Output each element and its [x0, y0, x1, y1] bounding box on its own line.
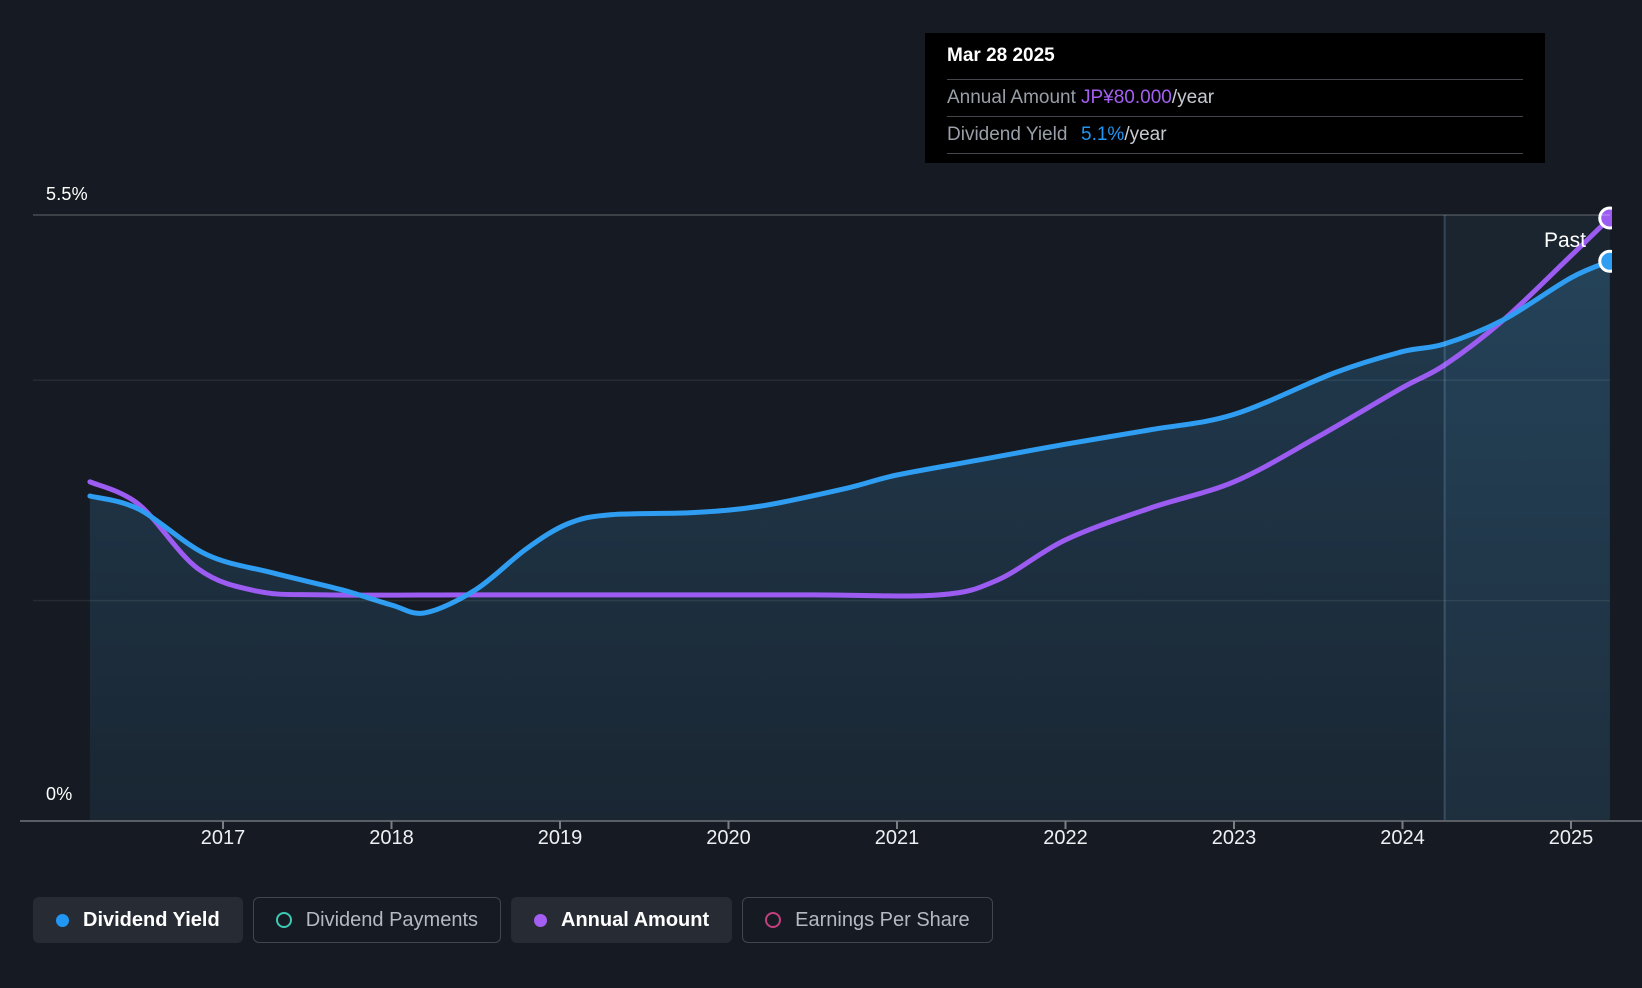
tooltip-dividend-yield-value: 5.1% [1081, 124, 1125, 145]
x-tick-label-2018: 2018 [369, 827, 414, 849]
x-tick-label-2017: 2017 [200, 827, 246, 849]
tooltip-annual-amount-label: Annual Amount [947, 87, 1076, 108]
chart-legend: Dividend Yield Dividend Payments Annual … [33, 897, 993, 943]
legend-label: Earnings Per Share [795, 908, 970, 931]
legend-toggle-dividend-payments[interactable]: Dividend Payments [252, 897, 502, 943]
legend-label: Annual Amount [561, 908, 710, 931]
annual-amount-end-marker [1598, 206, 1612, 230]
dividend-payments-ring-icon [275, 912, 292, 928]
x-tick-label-2025: 2025 [1548, 827, 1594, 849]
x-tick-label-2022: 2022 [1043, 827, 1088, 849]
x-tick-label-2020: 2020 [706, 827, 751, 849]
tooltip-date: Mar 28 2025 [947, 33, 1523, 80]
tooltip-row-annual-amount: Annual Amount JP¥80.000/year [947, 80, 1523, 117]
dividend-yield-area-fill [89, 261, 1610, 821]
y-axis-bottom-label: 0% [46, 784, 73, 804]
annual-amount-dot-icon [534, 913, 548, 927]
dividend-yield-end-marker [1598, 249, 1612, 273]
legend-label: Dividend Yield [83, 908, 220, 931]
dividend-yield-line [87, 258, 1612, 616]
legend-toggle-earnings-per-share[interactable]: Earnings Per Share [742, 897, 993, 943]
dividend-yield-dot-icon [56, 913, 69, 927]
tooltip-annual-amount-suffix: /year [1171, 87, 1215, 108]
legend-toggle-annual-amount[interactable]: Annual Amount [511, 897, 733, 943]
tooltip-dividend-yield-suffix: /year [1124, 124, 1167, 145]
legend-label: Dividend Payments [305, 908, 479, 931]
past-region-label: Past [1544, 229, 1587, 252]
x-tick-label-2021: 2021 [874, 827, 920, 849]
annual-amount-line [87, 215, 1612, 599]
legend-toggle-dividend-yield[interactable]: Dividend Yield [33, 897, 243, 943]
x-tick-label-2023: 2023 [1211, 827, 1257, 849]
tooltip-row-dividend-yield: Dividend Yield 5.1%/year [947, 117, 1523, 154]
earnings-per-share-ring-icon [765, 912, 782, 928]
x-tick-label-2019: 2019 [537, 827, 583, 849]
y-axis-top-label: 5.5% [46, 184, 88, 204]
chart-tooltip: Mar 28 2025 Annual Amount JP¥80.000/year … [925, 33, 1545, 163]
tooltip-dividend-yield-label: Dividend Yield [947, 124, 1068, 145]
tooltip-annual-amount-value: JP¥80.000 [1081, 87, 1172, 108]
x-tick-label-2024: 2024 [1380, 827, 1425, 849]
